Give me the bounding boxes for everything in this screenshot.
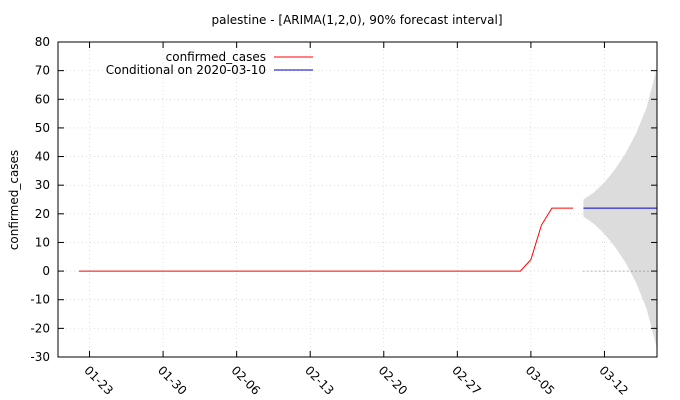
y-tick-label: 70	[35, 64, 50, 78]
chart-title: palestine - [ARIMA(1,2,0), 90% forecast …	[211, 13, 502, 27]
y-tick-label: 10	[35, 235, 50, 249]
x-tick-label: 02-06	[229, 363, 264, 398]
y-tick-label: 40	[35, 150, 50, 164]
x-tick-label: 03-12	[596, 363, 631, 398]
y-axis-label: confirmed_cases	[7, 150, 21, 250]
legend-label: confirmed_cases	[166, 50, 266, 64]
y-tick-label: 60	[35, 92, 50, 106]
series-line-1	[79, 207, 573, 272]
x-tick-label: 02-27	[449, 363, 484, 398]
plot-frame	[57, 41, 658, 358]
y-tick-label: 80	[35, 35, 50, 49]
legend-label: Conditional on 2020-03-10	[106, 63, 266, 77]
y-tick-label: -20	[30, 321, 50, 335]
x-tick-label: 02-13	[302, 363, 337, 398]
y-tick-label: -30	[30, 350, 50, 364]
x-tick-label: 03-05	[523, 363, 558, 398]
y-tick-label: 30	[35, 178, 50, 192]
x-tick-label: 01-23	[81, 363, 116, 398]
y-tick-label: 50	[35, 121, 50, 135]
y-tick-label: 0	[42, 264, 50, 278]
x-tick-label: 02-20	[376, 363, 411, 398]
x-tick-label: 01-30	[155, 363, 190, 398]
y-tick-label: -10	[30, 293, 50, 307]
y-tick-label: 20	[35, 207, 50, 221]
